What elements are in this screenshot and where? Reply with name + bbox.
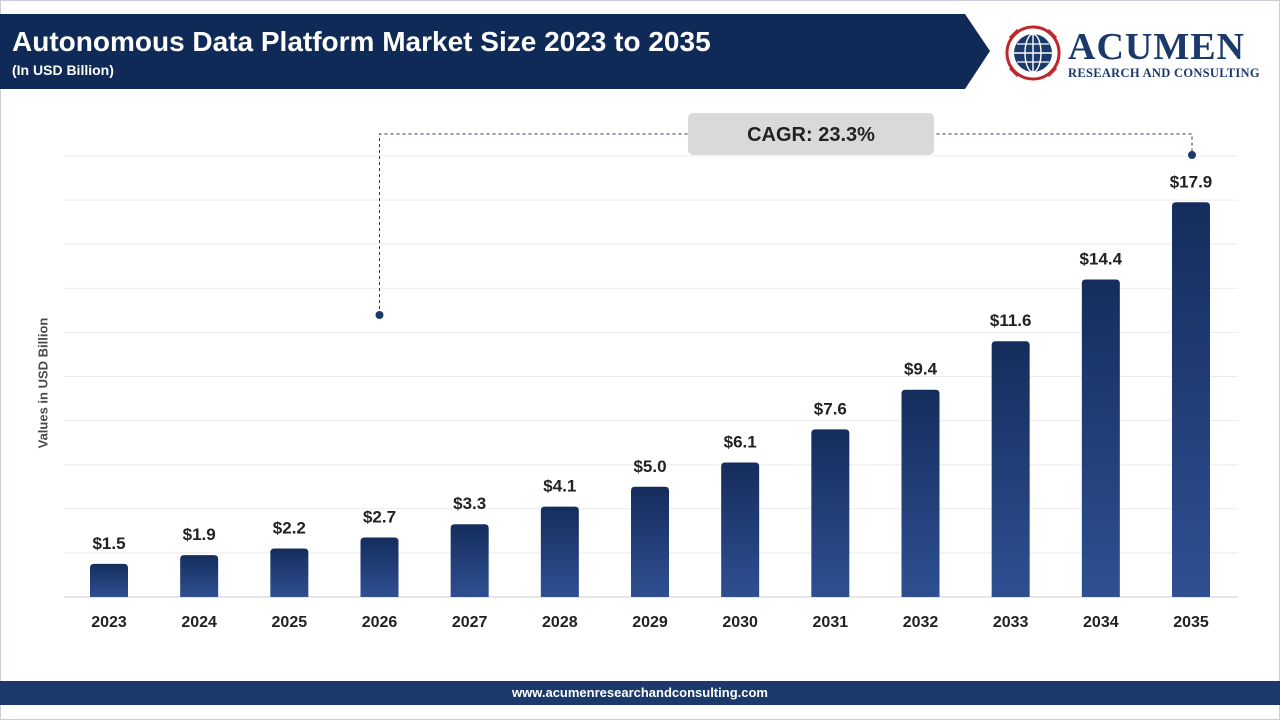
data-label-2034: $14.4 <box>1080 249 1123 268</box>
cagr-box <box>688 113 934 155</box>
bar-2035 <box>1172 202 1210 597</box>
bar-chart: CAGR: 23.3% $1.5 $1.9 $2.2 $2.7 $3.3 $4.1 $5.0… <box>64 113 1238 631</box>
x-tick-labels: 2023 2024 2025 2026 2027 2028 2029 2030 2031 2032… <box>91 614 1209 631</box>
logo-tagline: RESEARCH AND CONSULTING <box>1068 66 1260 80</box>
data-label-2033: $11.6 <box>990 311 1032 330</box>
data-label-2026: $2.7 <box>363 507 396 526</box>
x-tick-2029: 2029 <box>632 614 668 631</box>
x-tick-2030: 2030 <box>722 614 758 631</box>
x-tick-2024: 2024 <box>181 614 217 631</box>
bar-2028 <box>540 506 579 597</box>
cagr-connector-line <box>379 133 1193 315</box>
bar-2031 <box>811 429 850 597</box>
footer-url[interactable]: www.acumenresearchandconsulting.com <box>512 685 768 700</box>
bar-2030 <box>721 462 760 597</box>
x-tick-2031: 2031 <box>813 614 849 631</box>
logo-name: ACUMEN <box>1068 26 1245 68</box>
x-tick-2028: 2028 <box>542 614 578 631</box>
x-tick-2025: 2025 <box>272 614 308 631</box>
x-tick-2023: 2023 <box>91 614 127 631</box>
bar-2032 <box>901 389 940 597</box>
company-logo: ACUMEN RESEARCH AND CONSULTING <box>1004 22 1274 82</box>
data-label-2025: $2.2 <box>273 518 306 537</box>
bar-2033 <box>991 341 1030 597</box>
data-label-2032: $9.4 <box>904 360 938 379</box>
bar-2026 <box>360 537 399 597</box>
data-label-2027: $3.3 <box>453 494 486 513</box>
data-label-2031: $7.6 <box>814 399 847 418</box>
footer-bar: www.acumenresearchandconsulting.com <box>0 681 1280 705</box>
bar-2029 <box>631 486 669 597</box>
x-tick-2027: 2027 <box>452 614 488 631</box>
cagr-start-dot <box>375 311 384 319</box>
x-tick-2033: 2033 <box>993 614 1029 631</box>
chart-subtitle: (In USD Billion) <box>12 62 114 78</box>
x-tick-2032: 2032 <box>903 614 939 631</box>
cagr-annotation: CAGR: 23.3% <box>375 113 1196 319</box>
x-tick-2026: 2026 <box>362 614 398 631</box>
bar-2027 <box>450 524 489 597</box>
data-label-2024: $1.9 <box>183 525 216 544</box>
title-banner: Autonomous Data Platform Market Size 202… <box>0 0 990 90</box>
bar-2023 <box>90 563 128 597</box>
data-labels: $1.5 $1.9 $2.2 $2.7 $3.3 $4.1 $5.0 $6.1 $7.6 $9.4… <box>92 172 1212 553</box>
data-label-2023: $1.5 <box>92 534 125 553</box>
bar-2024 <box>180 555 219 597</box>
x-tick-2035: 2035 <box>1173 614 1209 631</box>
data-label-2029: $5.0 <box>633 457 666 476</box>
bar-series <box>90 202 1210 597</box>
cagr-end-dot <box>1188 151 1196 159</box>
bar-2034 <box>1081 279 1120 597</box>
cagr-label: CAGR: 23.3% <box>747 124 875 146</box>
data-label-2030: $6.1 <box>724 432 757 451</box>
x-tick-2034: 2034 <box>1083 614 1119 631</box>
data-label-2028: $4.1 <box>543 477 576 496</box>
globe-emblem-icon <box>1005 25 1061 81</box>
bar-2025 <box>270 548 309 597</box>
data-label-2035: $17.9 <box>1170 172 1213 191</box>
banner-shape <box>0 14 990 89</box>
chart-title: Autonomous Data Platform Market Size 202… <box>12 26 711 57</box>
